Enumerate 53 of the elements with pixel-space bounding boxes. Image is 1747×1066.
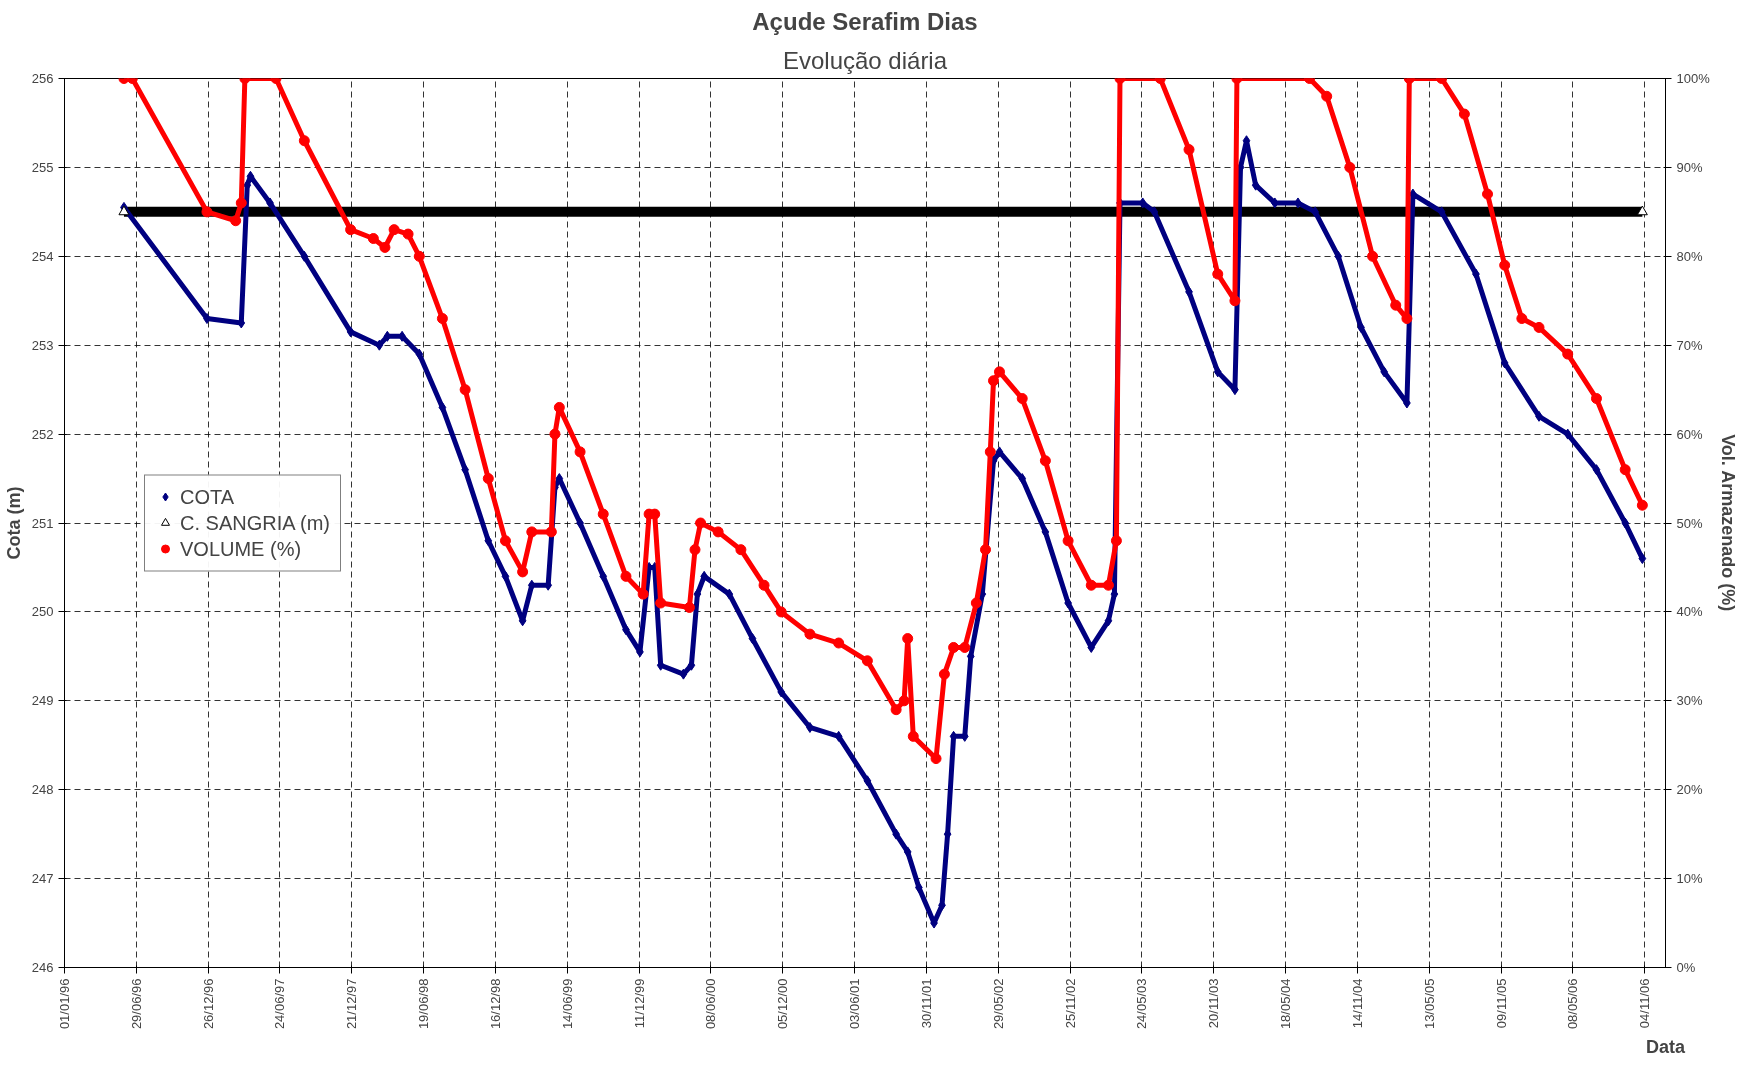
x-tick-label: 19/06/98 [416,978,432,1030]
x-tick-label: 26/12/96 [200,978,216,1030]
y-tick-label: 251 [31,515,54,531]
x-tick-label: 08/05/06 [1565,978,1581,1030]
legend-label: VOLUME (%) [180,537,302,560]
y2-tick-label: 90% [1676,159,1703,175]
chart-subtitle: Evolução diária [782,46,948,74]
x-tick-label: 09/11/05 [1493,978,1509,1029]
x-tick-label: 18/05/04 [1278,978,1294,1030]
x-tick-label: 08/06/00 [703,978,719,1030]
legend-label: COTA [180,485,235,508]
x-tick-label: 13/05/05 [1421,978,1437,1030]
y2-tick-label: 20% [1676,782,1703,798]
y2-tick-label: 0% [1676,960,1696,975]
x-tick-label: 30/11/01 [918,978,934,1029]
x-tick-label: 20/11/03 [1206,978,1222,1029]
y-tick-label: 256 [31,71,54,86]
y2-tick-label: 70% [1676,337,1703,353]
x-tick-label: 25/11/02 [1062,978,1078,1029]
y2-tick-label: 40% [1676,604,1703,620]
x-axis-title: Data [1645,1037,1686,1058]
x-tick-label: 04/11/06 [1637,978,1653,1029]
y2-tick-label: 100% [1676,71,1711,86]
x-tick-label: 14/11/04 [1349,978,1365,1029]
y-tick-label: 250 [31,604,54,620]
y2-tick-label: 60% [1676,426,1703,442]
x-tick-label: 05/12/00 [775,978,791,1030]
x-tick-label: 11/12/99 [631,978,647,1029]
y2-tick-label: 10% [1676,871,1703,887]
x-tick-label: 16/12/98 [487,978,503,1030]
x-tick-label: 01/01/96 [57,978,72,1030]
y2-tick-label: 80% [1676,248,1703,264]
y-tick-label: 249 [31,693,54,709]
y-tick-label: 255 [31,159,54,175]
y2-tick-label: 50% [1676,515,1703,531]
x-tick-label: 29/06/96 [128,978,144,1030]
x-tick-label: 21/12/97 [344,978,360,1030]
y-tick-label: 248 [31,782,54,798]
y-tick-label: 253 [31,337,54,353]
x-tick-label: 14/06/99 [559,978,575,1030]
chart-title: Açude Serafim Dias [752,7,978,35]
y-tick-label: 247 [31,871,54,887]
y-tick-label: 252 [31,426,54,442]
legend-label: C. SANGRIA (m) [180,511,331,534]
y-axis-title: Cota (m) [3,486,24,560]
y-tick-label: 246 [31,960,54,975]
y2-axis-title: Vol. Armazenado (%) [1717,434,1738,612]
y2-tick-label: 30% [1676,693,1703,709]
x-tick-label: 24/05/03 [1134,978,1150,1030]
y-tick-label: 254 [31,248,54,264]
x-tick-label: 29/05/02 [990,978,1006,1030]
x-tick-label: 03/06/01 [847,978,863,1030]
x-tick-label: 24/06/97 [272,978,288,1030]
